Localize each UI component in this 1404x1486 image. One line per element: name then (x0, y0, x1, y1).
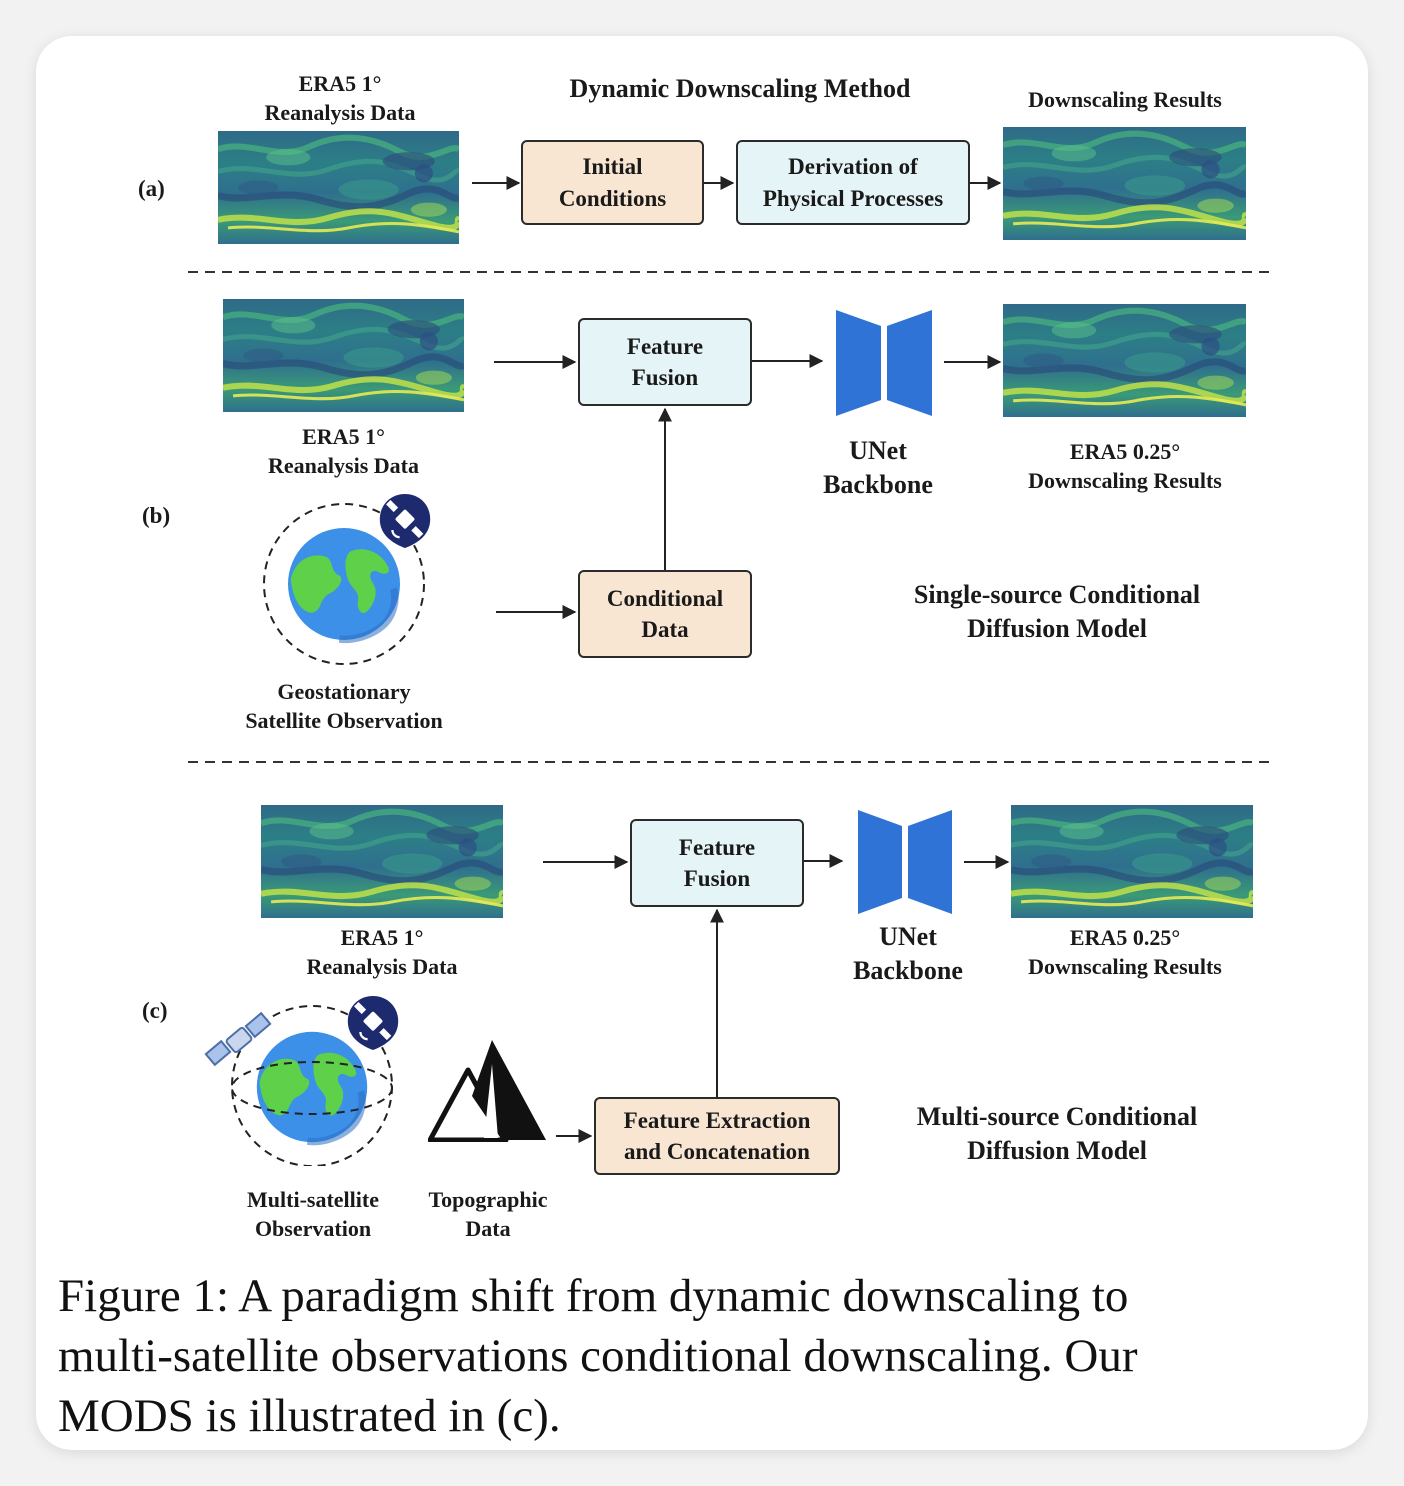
conditional-data-box: Conditional Data (578, 570, 752, 658)
panel-b-output-label: ERA5 0.25° Downscaling Results (1028, 439, 1222, 493)
feature-fusion-box-b: Feature Fusion (578, 318, 752, 406)
downscaling-results-map-a (1003, 127, 1246, 240)
era5-input-map-c (261, 805, 503, 918)
panel-b-input-label: ERA5 1° Reanalysis Data (268, 424, 419, 478)
panel-a-input-label: ERA5 1° Reanalysis Data (264, 71, 416, 125)
panel-a-output-label: Downscaling Results (1028, 87, 1222, 112)
figure-caption: Figure 1: A paradigm shift from dynamic … (58, 1270, 1138, 1442)
method-title: Dynamic Downscaling Method (569, 74, 911, 103)
downscaling-results-map-c (1011, 805, 1253, 918)
era5-input-map-a (218, 131, 459, 244)
satellite-icon (204, 1011, 272, 1067)
topographic-label: Topographic Data (428, 1187, 548, 1241)
initial-conditions-box: Initial Conditions (521, 140, 704, 225)
era5-input-map-b (223, 299, 464, 412)
feature-fusion-box-c: Feature Fusion (630, 819, 804, 907)
unet-icon-c (858, 810, 952, 914)
unet-icon (836, 310, 932, 416)
unet-label-c: UNet Backbone (853, 922, 963, 985)
downscaling-results-map-b (1003, 304, 1246, 417)
panel-c-input-label: ERA5 1° Reanalysis Data (306, 925, 458, 979)
panel-c-output-label: ERA5 0.25° Downscaling Results (1028, 925, 1222, 979)
panel-b-tag: (b) (142, 503, 171, 528)
single-source-model-name: Single-source Conditional Diffusion Mode… (913, 580, 1201, 643)
feature-extraction-box: Feature Extraction and Concatenation (594, 1097, 840, 1175)
unet-label-b: UNet Backbone (823, 436, 933, 499)
multi-satellite-icon (204, 994, 400, 1166)
panel-a-tag: (a) (138, 176, 165, 201)
multi-satellite-label: Multi-satellite Observation (247, 1187, 379, 1241)
geostationary-satellite-icon (263, 492, 432, 665)
panel-c-tag: (c) (142, 998, 168, 1023)
derivation-box: Derivation of Physical Processes (736, 140, 970, 225)
mountain-icon (428, 1040, 546, 1142)
multi-source-model-name: Multi-source Conditional Diffusion Model (916, 1102, 1198, 1165)
geostationary-label: Geostationary Satellite Observation (245, 679, 443, 733)
